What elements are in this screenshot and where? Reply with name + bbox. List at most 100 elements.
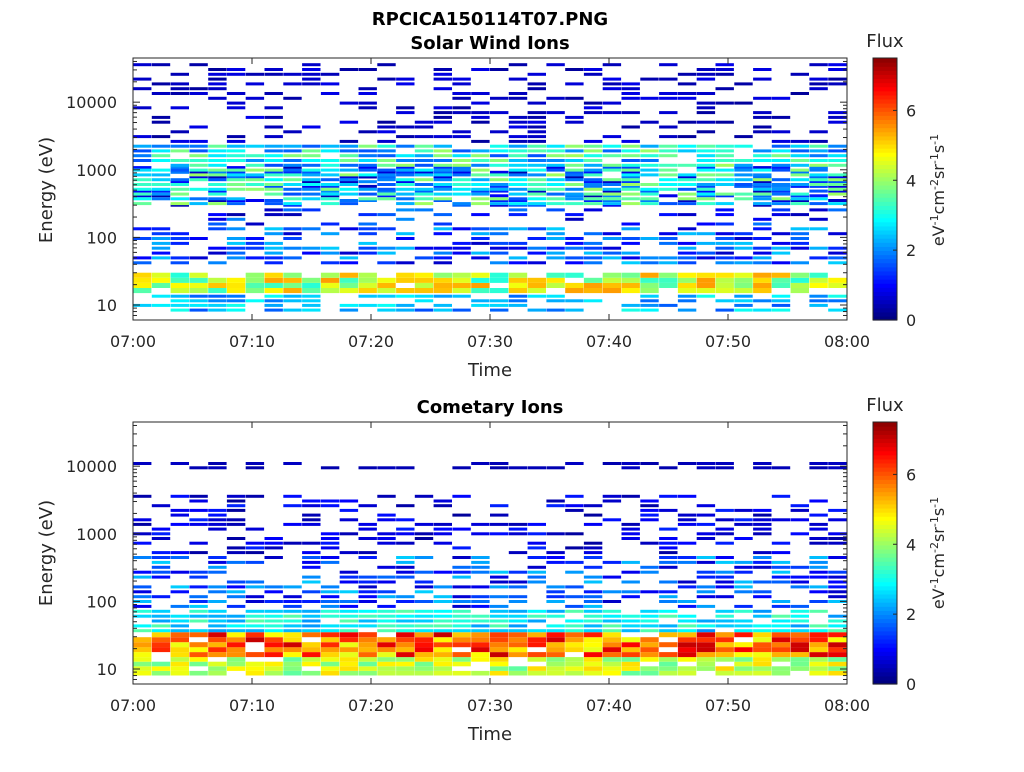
heatmap-cell: [508, 187, 528, 191]
heatmap-cell: [339, 159, 359, 162]
heatmap-cell: [133, 282, 152, 288]
heatmap-cell: [790, 173, 809, 177]
heatmap-cell: [490, 585, 509, 589]
heatmap-cell: [133, 106, 152, 110]
colorbar-segment: [873, 98, 897, 104]
heatmap-cell: [790, 637, 809, 643]
heatmap-cell: [358, 175, 377, 179]
heatmap-cell: [583, 652, 603, 658]
heatmap-cell: [602, 647, 622, 653]
heatmap-cell: [151, 251, 171, 255]
heatmap-cell: [302, 652, 321, 658]
heatmap-cell: [583, 202, 603, 206]
heatmap-cell: [565, 508, 584, 512]
heatmap-cell: [490, 614, 509, 618]
heatmap-cell: [715, 144, 734, 148]
colorbar-segment: [873, 585, 897, 591]
heatmap-cell: [264, 72, 283, 76]
heatmap-cell: [264, 600, 283, 603]
heatmap-cell: [809, 277, 828, 283]
heatmap-cell: [677, 560, 697, 564]
heatmap-cell: [226, 580, 246, 584]
heatmap-cell: [809, 585, 828, 589]
heatmap-cell: [320, 189, 340, 193]
colorbar-segment: [873, 184, 897, 190]
heatmap-cell: [640, 159, 659, 162]
colorbar-segment: [873, 197, 897, 202]
heatmap-cell: [490, 513, 509, 517]
heatmap-cell: [640, 619, 659, 623]
colorbar-segment: [873, 638, 897, 644]
colorbar-segment: [873, 266, 897, 272]
heatmap-cell: [189, 299, 208, 303]
heatmap-cell: [433, 111, 452, 115]
heatmap-cell: [471, 670, 490, 676]
heatmap-cell: [170, 87, 189, 91]
heatmap-cell: [565, 213, 584, 217]
heatmap-cell: [283, 183, 302, 186]
heatmap-cell: [151, 560, 171, 564]
heatmap-cell: [396, 614, 415, 618]
heatmap-cell: [396, 595, 415, 599]
heatmap-cell: [602, 499, 622, 503]
heatmap-cell: [546, 232, 565, 236]
heatmap-cell: [283, 541, 302, 545]
heatmap-cell: [621, 197, 640, 201]
heatmap-cell: [208, 637, 227, 643]
heatmap-cell: [189, 256, 208, 260]
heatmap-cell: [358, 551, 377, 555]
heatmap-cell: [302, 294, 321, 298]
heatmap-cell: [170, 624, 189, 628]
heatmap-cell: [734, 135, 753, 139]
heatmap-cell: [677, 585, 697, 589]
heatmap-cell: [621, 532, 640, 536]
heatmap-cell: [602, 246, 622, 250]
heatmap-cell: [621, 96, 640, 100]
y-tick-label: 1000: [76, 161, 117, 180]
heatmap-cell: [433, 541, 452, 545]
heatmap-cell: [546, 197, 565, 201]
heatmap-cell: [677, 277, 697, 283]
heatmap-cell: [396, 170, 415, 174]
heatmap-cell: [302, 125, 321, 129]
heatmap-cell: [753, 189, 772, 193]
heatmap-cell: [790, 624, 809, 628]
heatmap-cell: [546, 466, 565, 470]
heatmap-cell: [208, 308, 227, 312]
heatmap-cell: [377, 178, 396, 182]
heatmap-cell: [490, 661, 509, 667]
heatmap-cell: [377, 163, 396, 167]
heatmap-cell: [226, 72, 246, 76]
heatmap-cell: [452, 466, 471, 470]
heatmap-cell: [151, 609, 171, 613]
heatmap-cell: [490, 609, 509, 613]
heatmap-cell: [828, 189, 847, 193]
heatmap-cell: [677, 624, 697, 628]
heatmap-cell: [546, 277, 565, 283]
colorbar-segment: [873, 548, 897, 554]
heatmap-cell: [828, 537, 847, 540]
heatmap-cell: [490, 154, 509, 158]
heatmap-cell: [828, 175, 847, 179]
colorbar-segment: [873, 659, 897, 665]
colorbar-frame: [872, 421, 898, 685]
heatmap-cell: [790, 585, 809, 589]
heatmap-cell: [283, 670, 302, 676]
heatmap-cell: [527, 652, 546, 658]
heatmap-cell: [659, 537, 678, 540]
heatmap-cell: [546, 299, 565, 303]
heatmap-cell: [170, 166, 189, 170]
heatmap-cell: [790, 183, 809, 186]
heatmap-cell: [828, 111, 847, 115]
heatmap-cell: [245, 178, 265, 182]
heatmap-cell: [302, 560, 321, 564]
heatmap-cell: [414, 288, 434, 294]
heatmap-cell: [358, 642, 377, 648]
heatmap-cell: [583, 637, 603, 643]
heatmap-cell: [358, 251, 377, 255]
heatmap-cell: [809, 629, 828, 633]
heatmap-cell: [809, 173, 828, 177]
heatmap-cell: [226, 251, 246, 255]
heatmap-cell: [734, 609, 753, 613]
heatmap-cell: [677, 513, 697, 517]
